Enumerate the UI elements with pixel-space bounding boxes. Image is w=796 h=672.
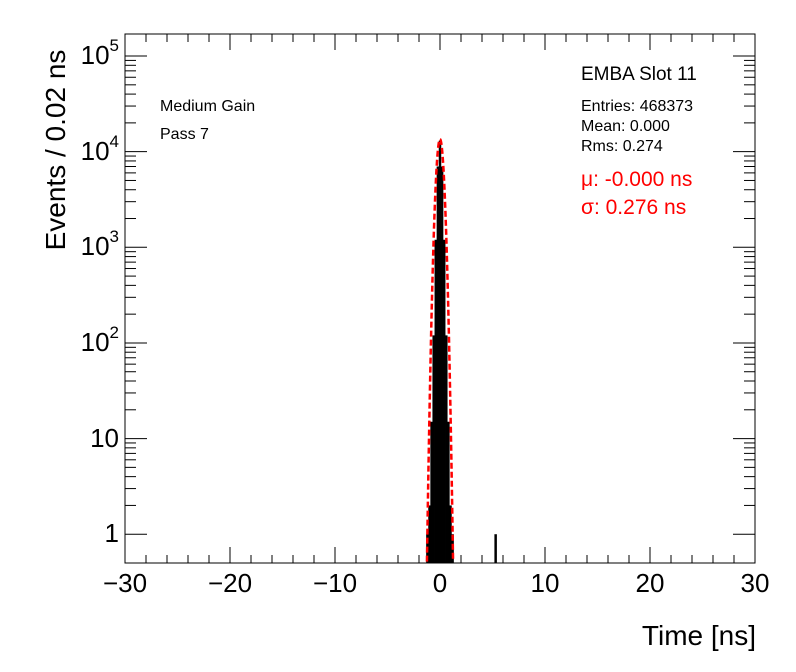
- y-tick-label-base: 1: [104, 518, 119, 549]
- y-tick-label: 104: [80, 132, 119, 167]
- y-tick-label: 103: [80, 227, 119, 262]
- x-tick-label: −20: [207, 568, 253, 598]
- y-tick-label-base: 10: [80, 40, 110, 71]
- fit-mu: μ: -0.000 ns: [581, 168, 693, 191]
- y-axis-label: Events / 0.02 ns: [40, 49, 71, 251]
- y-tick-label-base: 10: [80, 326, 110, 357]
- y-tick-label-base: 10: [80, 135, 110, 166]
- x-tick-label: 30: [740, 568, 770, 598]
- y-tick-label: 1: [105, 518, 119, 549]
- plot-frame: [124, 33, 756, 564]
- stats-entries: Entries: 468373: [581, 98, 694, 115]
- y-tick-label: 102: [80, 323, 119, 358]
- fit-sigma: σ: 0.276 ns: [581, 196, 687, 219]
- y-tick-label: 105: [80, 36, 119, 71]
- x-axis-label: Time [ns]: [641, 620, 756, 651]
- y-tick-label-exponent: 2: [109, 322, 119, 342]
- stats-mean: Mean: 0.000: [581, 118, 670, 135]
- x-tick-label: −10: [312, 568, 358, 598]
- y-tick-label: 10: [90, 423, 119, 454]
- y-tick-label-base: 10: [90, 422, 119, 453]
- y-tick-label-exponent: 5: [109, 36, 119, 56]
- x-tick-label: 10: [530, 568, 560, 598]
- y-tick-label-exponent: 3: [109, 227, 119, 247]
- histogram-bars: [426, 140, 497, 563]
- y-tick-label-base: 10: [80, 231, 110, 262]
- x-tick-label: 0: [432, 568, 448, 598]
- gaussian-fit: [425, 137, 455, 562]
- x-tick-label: −30: [102, 568, 148, 598]
- x-tick-label: 20: [635, 568, 665, 598]
- stats-rms: Rms: 0.274: [581, 138, 663, 155]
- gain-label: Medium Gain: [160, 98, 256, 115]
- pass-label: Pass 7: [160, 126, 209, 143]
- fit-curve: [425, 137, 455, 562]
- y-tick-label-exponent: 4: [109, 131, 119, 151]
- stats-title: EMBA Slot 11: [581, 64, 697, 85]
